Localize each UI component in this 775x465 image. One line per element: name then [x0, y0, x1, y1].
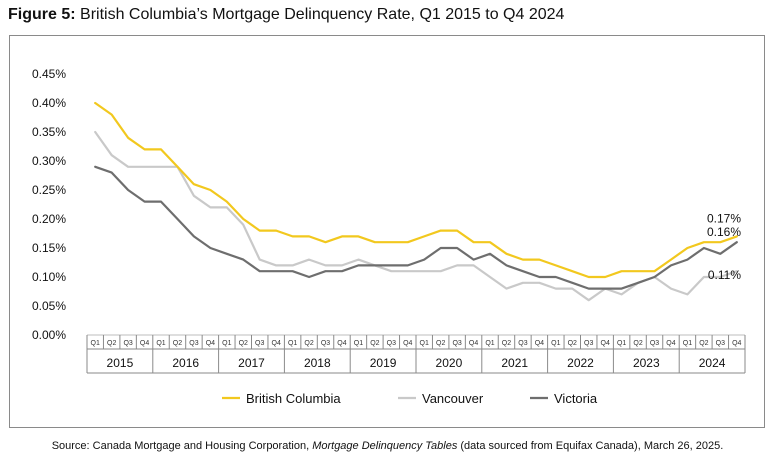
quarter-label: Q2 [568, 340, 577, 347]
quarter-label: Q3 [518, 340, 527, 347]
source-prefix: Source: Canada Mortgage and Housing Corp… [51, 440, 313, 452]
quarter-label: Q3 [650, 340, 659, 347]
quarter-label: Q1 [156, 340, 165, 347]
legend-label-victoria: Victoria [554, 391, 598, 406]
quarter-label: Q1 [683, 340, 692, 347]
year-label: 2021 [501, 356, 528, 370]
quarter-label: Q1 [288, 340, 297, 347]
y-tick-label: 0.15% [32, 241, 66, 255]
quarter-label: Q1 [485, 340, 494, 347]
quarter-label: Q2 [304, 340, 313, 347]
quarter-label: Q1 [222, 340, 231, 347]
quarter-label: Q4 [272, 340, 281, 347]
quarter-label: Q2 [370, 340, 379, 347]
source-note: Source: Canada Mortgage and Housing Corp… [0, 440, 775, 452]
year-label: 2023 [633, 356, 660, 370]
end-value-label-british-columbia: 0.17% [707, 211, 741, 225]
y-tick-label: 0.25% [32, 183, 66, 197]
y-tick-label: 0.00% [32, 328, 66, 342]
quarter-label: Q2 [173, 340, 182, 347]
quarter-label: Q4 [535, 340, 544, 347]
quarter-label: Q2 [436, 340, 445, 347]
quarter-label: Q2 [502, 340, 511, 347]
year-label: 2019 [370, 356, 397, 370]
year-label: 2017 [238, 356, 265, 370]
quarter-label: Q2 [699, 340, 708, 347]
figure-label: Figure 5: [8, 6, 76, 23]
end-value-label-vancouver: 0.11% [708, 268, 741, 282]
series-line-british-columbia [94, 101, 738, 279]
y-tick-label: 0.35% [32, 125, 66, 139]
legend-label-vancouver: Vancouver [422, 391, 484, 406]
quarter-label: Q1 [91, 340, 100, 347]
quarter-label: Q4 [666, 340, 675, 347]
y-tick-label: 0.45% [32, 67, 66, 81]
quarter-label: Q3 [452, 340, 461, 347]
chart-frame [9, 35, 765, 428]
quarter-label: Q1 [617, 340, 626, 347]
y-tick-label: 0.05% [32, 299, 66, 313]
quarter-label: Q4 [732, 340, 741, 347]
year-label: 2015 [107, 356, 134, 370]
quarter-label: Q4 [337, 340, 346, 347]
year-label: 2018 [304, 356, 331, 370]
quarter-label: Q1 [420, 340, 429, 347]
quarter-label: Q3 [123, 340, 132, 347]
year-label: 2020 [436, 356, 463, 370]
quarter-label: Q2 [239, 340, 248, 347]
figure-title: Figure 5: British Columbia’s Mortgage De… [8, 6, 564, 24]
quarter-label: Q4 [140, 340, 149, 347]
quarter-label: Q3 [189, 340, 198, 347]
year-label: 2024 [699, 356, 726, 370]
quarter-label: Q4 [601, 340, 610, 347]
y-tick-label: 0.20% [32, 212, 66, 226]
series-line-victoria [94, 165, 738, 290]
quarter-label: Q3 [321, 340, 330, 347]
legend-label-british-columbia: British Columbia [246, 391, 341, 406]
year-label: 2016 [172, 356, 199, 370]
quarter-label: Q3 [387, 340, 396, 347]
quarter-label: Q4 [469, 340, 478, 347]
quarter-label: Q3 [584, 340, 593, 347]
quarter-label: Q1 [551, 340, 560, 347]
year-label: 2022 [567, 356, 594, 370]
source-publication: Mortgage Delinquency Tables [312, 440, 458, 452]
series-line-vancouver [94, 130, 738, 302]
y-tick-label: 0.40% [32, 96, 66, 110]
quarter-label: Q4 [206, 340, 215, 347]
y-tick-label: 0.10% [32, 270, 66, 284]
source-suffix: (data sourced from Equifax Canada), Marc… [457, 440, 724, 452]
quarter-label: Q3 [716, 340, 725, 347]
quarter-label: Q4 [403, 340, 412, 347]
figure-title-text: British Columbia’s Mortgage Delinquency … [80, 6, 565, 23]
quarter-label: Q2 [107, 340, 116, 347]
y-tick-label: 0.30% [32, 154, 66, 168]
quarter-label: Q3 [255, 340, 264, 347]
quarter-label: Q2 [633, 340, 642, 347]
quarter-label: Q1 [354, 340, 363, 347]
end-value-label-victoria: 0.16% [707, 225, 741, 239]
